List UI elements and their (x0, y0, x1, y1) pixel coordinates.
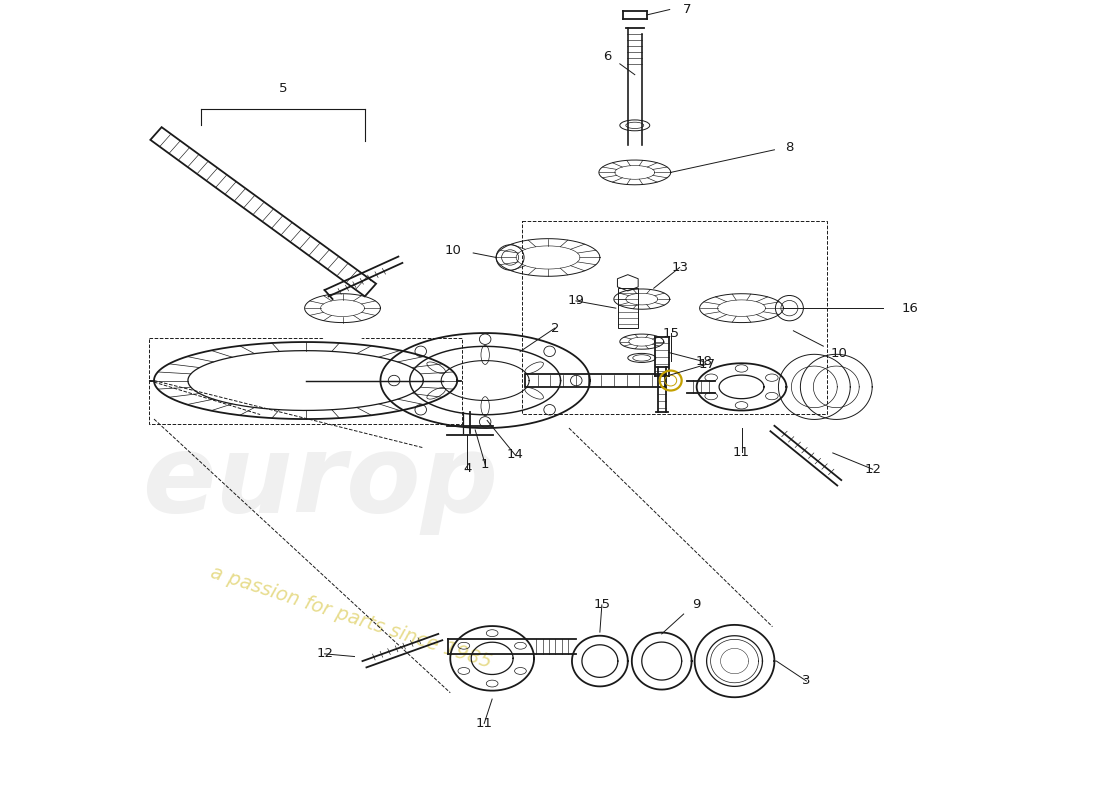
Text: 2: 2 (551, 322, 559, 334)
Circle shape (619, 322, 663, 362)
Text: 12: 12 (865, 462, 881, 476)
Circle shape (598, 140, 671, 205)
Text: 9: 9 (692, 598, 701, 611)
Text: a passion for parts since 1985: a passion for parts since 1985 (208, 563, 494, 672)
Text: 11: 11 (475, 717, 493, 730)
Circle shape (496, 210, 600, 305)
Text: 13: 13 (671, 261, 689, 274)
Text: 15: 15 (662, 327, 679, 340)
Circle shape (700, 270, 783, 346)
Text: 16: 16 (901, 302, 918, 314)
Text: 10: 10 (444, 244, 462, 257)
Text: 12: 12 (316, 647, 333, 660)
Text: 4: 4 (463, 462, 472, 475)
Text: 7: 7 (682, 3, 691, 16)
Text: 17: 17 (698, 358, 715, 370)
Text: 1: 1 (481, 458, 490, 471)
Text: 15: 15 (593, 598, 611, 611)
Circle shape (305, 274, 381, 342)
Text: 18: 18 (695, 355, 712, 368)
Text: 19: 19 (568, 294, 584, 307)
Text: 5: 5 (279, 82, 287, 95)
Text: 11: 11 (733, 446, 750, 458)
Ellipse shape (146, 340, 465, 421)
Text: 6: 6 (603, 50, 611, 63)
Text: 10: 10 (830, 347, 848, 360)
Text: 14: 14 (507, 448, 524, 462)
Text: europ: europ (143, 429, 498, 535)
Text: 3: 3 (802, 674, 811, 687)
Text: 8: 8 (785, 141, 793, 154)
Circle shape (614, 274, 670, 325)
